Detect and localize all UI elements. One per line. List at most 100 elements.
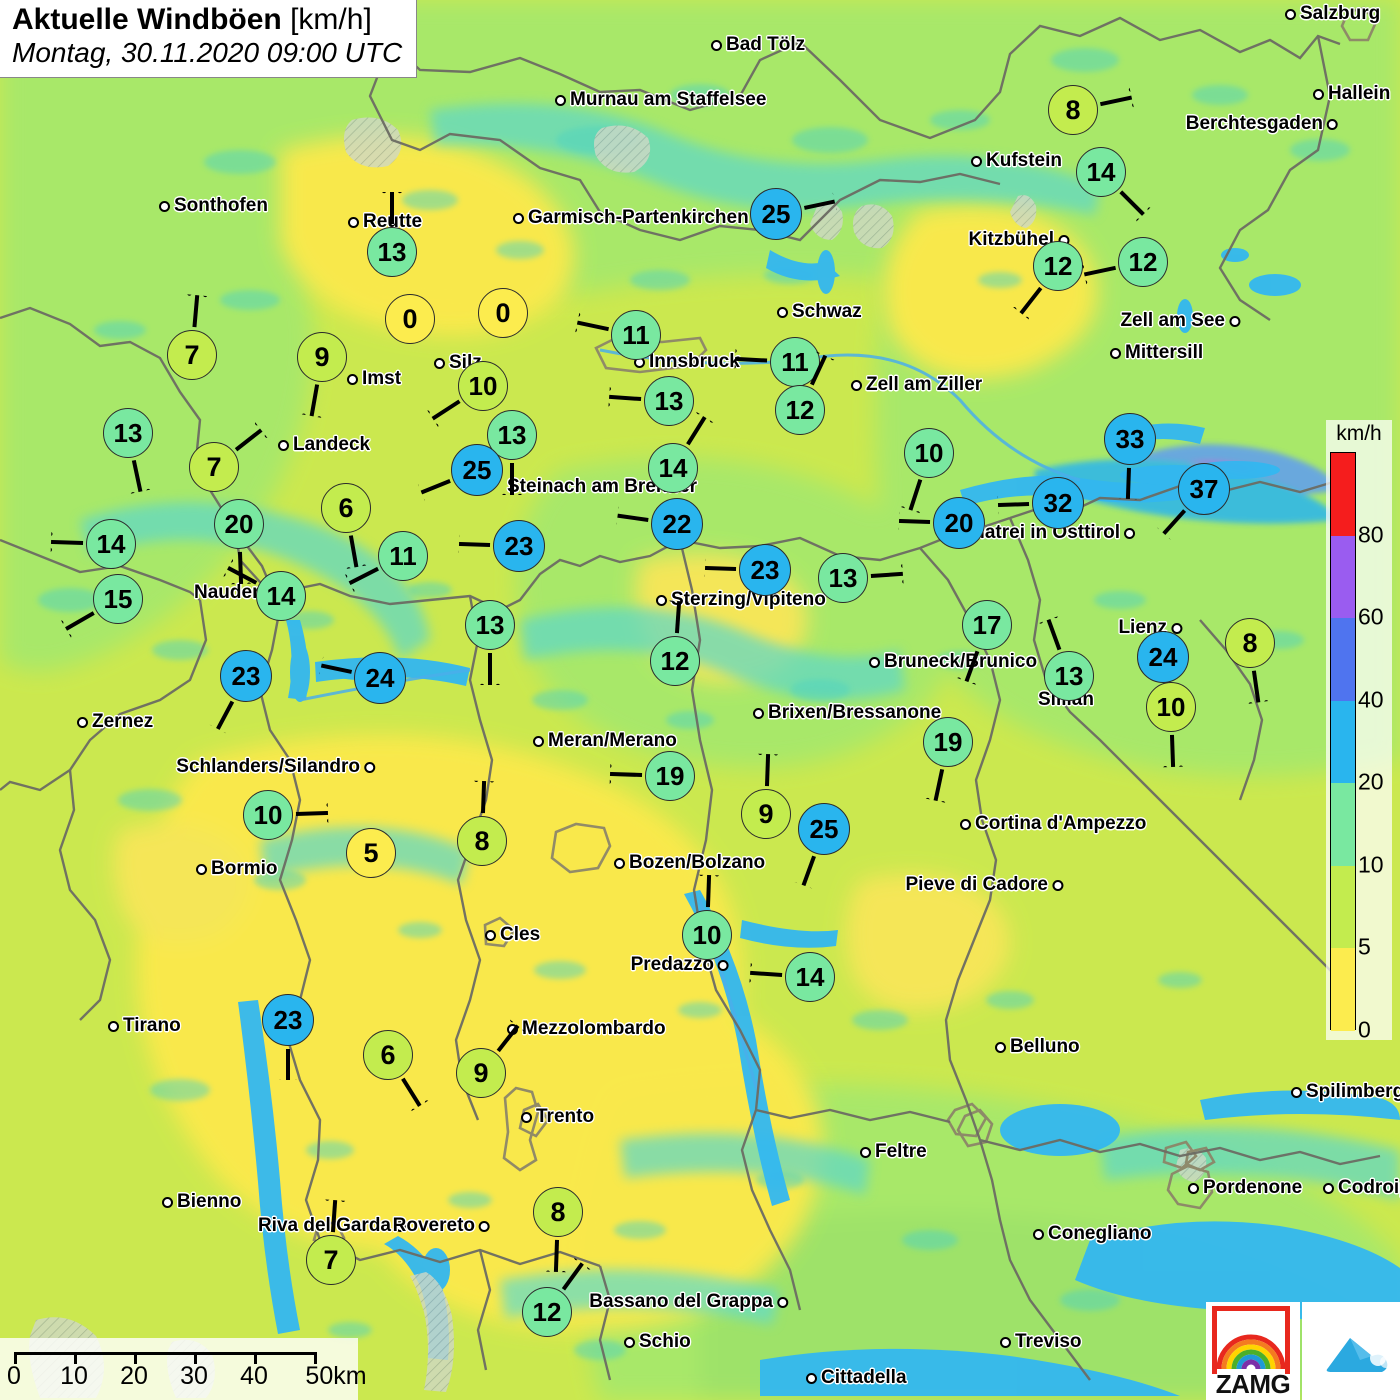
city-marker-dot	[485, 929, 496, 941]
wind-gust-value: 11	[389, 540, 417, 571]
wind-gust-value-bubble[interactable]: 6	[363, 1030, 413, 1080]
scalebar-label: 50km	[305, 1362, 367, 1390]
wind-gust-value-bubble[interactable]: 11	[770, 337, 820, 387]
city-marker-dot	[614, 857, 625, 869]
wind-gust-value-bubble[interactable]: 33	[1104, 413, 1156, 465]
wind-gust-value-bubble[interactable]: 9	[456, 1048, 506, 1098]
city-name: Cittadella	[821, 1367, 907, 1388]
wind-gust-value-bubble[interactable]: 13	[1044, 651, 1094, 701]
wind-gust-value-bubble[interactable]: 22	[651, 498, 703, 550]
city-label: Hallein	[1313, 83, 1390, 105]
city-marker-dot	[1188, 1182, 1199, 1194]
wind-gust-value-bubble[interactable]: 14	[785, 952, 835, 1002]
wind-gust-value-bubble[interactable]: 19	[923, 717, 973, 767]
wind-gust-value-bubble[interactable]: 0	[478, 288, 528, 338]
wind-gust-value-bubble[interactable]: 23	[262, 994, 314, 1046]
wind-gust-value-bubble[interactable]: 37	[1178, 463, 1230, 515]
map-scalebar: 0 10 20 30 40 50km	[0, 1338, 367, 1400]
city-name: Bormio	[211, 858, 278, 879]
city-marker-dot	[806, 1372, 817, 1384]
wind-gust-value-bubble[interactable]: 13	[818, 553, 868, 603]
wind-gust-value-bubble[interactable]: 13	[103, 408, 153, 458]
wind-gust-value-bubble[interactable]: 14	[1076, 147, 1126, 197]
wind-gust-value-bubble[interactable]: 12	[1033, 241, 1083, 291]
wind-gust-value-bubble[interactable]: 32	[1032, 477, 1084, 529]
wind-gust-value-bubble[interactable]: 13	[644, 376, 694, 426]
wind-gust-value-bubble[interactable]: 14	[86, 519, 136, 569]
wind-gust-value-bubble[interactable]: 5	[346, 828, 396, 878]
wind-gust-value-bubble[interactable]: 24	[1137, 631, 1189, 683]
wind-gust-value-bubble[interactable]: 15	[93, 574, 143, 624]
scalebar-label: 10	[60, 1362, 88, 1390]
wind-gust-value-bubble[interactable]: 7	[189, 442, 239, 492]
wind-gust-value-bubble[interactable]: 23	[493, 520, 545, 572]
wind-gust-value-bubble[interactable]: 9	[297, 332, 347, 382]
city-marker-dot	[777, 306, 788, 318]
city-marker-dot	[718, 959, 729, 971]
wind-gust-value-bubble[interactable]: 24	[354, 652, 406, 704]
city-marker-dot	[395, 1220, 406, 1232]
wind-gust-value-bubble[interactable]: 10	[243, 790, 293, 840]
city-label: Cortina d'Ampezzo	[960, 813, 1146, 835]
city-name: Brixen/Bressanone	[768, 702, 942, 723]
scalebar-label: 20	[120, 1362, 148, 1390]
wind-gust-value: 20	[944, 507, 974, 538]
wind-gust-value-bubble[interactable]: 8	[533, 1187, 583, 1237]
wind-gust-value-bubble[interactable]: 17	[962, 600, 1012, 650]
scalebar-label: 40	[240, 1362, 268, 1390]
city-marker-dot	[860, 1146, 871, 1158]
city-marker-dot	[777, 1296, 788, 1308]
wind-gust-value-bubble[interactable]: 23	[220, 650, 272, 702]
wind-gust-value: 10	[692, 919, 722, 950]
city-name: Pieve di Cadore	[905, 874, 1048, 895]
wind-gust-value-bubble[interactable]: 10	[1146, 682, 1196, 732]
wind-gust-value-bubble[interactable]: 13	[465, 600, 515, 650]
wind-gust-value-bubble[interactable]: 12	[522, 1287, 572, 1337]
wind-gust-value-bubble[interactable]: 10	[904, 428, 954, 478]
city-label: Bormio	[196, 858, 278, 880]
wind-gust-value-bubble[interactable]: 20	[214, 499, 264, 549]
wind-gust-value-bubble[interactable]: 10	[458, 361, 508, 411]
city-marker-dot	[1000, 1336, 1011, 1348]
wind-gust-value: 12	[1043, 250, 1073, 281]
city-name: Rovereto	[392, 1215, 475, 1236]
wind-gust-value-bubble[interactable]: 14	[648, 443, 698, 493]
wind-gust-value-bubble[interactable]: 12	[650, 636, 700, 686]
wind-gust-value-bubble[interactable]: 0	[385, 294, 435, 344]
wind-gust-value: 9	[758, 798, 774, 829]
wind-gust-value-bubble[interactable]: 13	[367, 227, 417, 277]
wind-gust-value-bubble[interactable]: 9	[741, 789, 791, 839]
wind-gust-value-bubble[interactable]: 8	[1048, 85, 1098, 135]
city-label: Coneglianо	[1033, 1223, 1151, 1245]
city-marker-dot	[1285, 8, 1296, 20]
wind-gust-value-bubble[interactable]: 7	[306, 1235, 356, 1285]
wind-gust-value-bubble[interactable]: 6	[321, 483, 371, 533]
wind-gust-value-bubble[interactable]: 11	[611, 310, 661, 360]
wind-gust-value: 13	[113, 417, 143, 448]
wind-gust-value-bubble[interactable]: 23	[739, 544, 791, 596]
wind-gust-value-bubble[interactable]: 14	[256, 571, 306, 621]
wind-gust-value-bubble[interactable]: 25	[798, 803, 850, 855]
wind-gust-value-bubble[interactable]: 11	[378, 531, 428, 581]
wind-gust-value-bubble[interactable]: 8	[457, 816, 507, 866]
wind-gust-value-bubble[interactable]: 10	[682, 910, 732, 960]
city-marker-dot	[1171, 622, 1182, 634]
city-label: Pordenone	[1188, 1177, 1302, 1199]
wind-gust-value-bubble[interactable]: 13	[487, 410, 537, 460]
city-label: Trento	[521, 1106, 594, 1128]
wind-gust-value-bubble[interactable]: 25	[750, 188, 802, 240]
wind-gust-value-bubble[interactable]: 8	[1225, 618, 1275, 668]
zamg-logo: ZAMG	[1206, 1302, 1300, 1400]
city-marker-dot	[851, 379, 862, 391]
wind-gust-value-bubble[interactable]: 7	[167, 330, 217, 380]
wind-gust-value-bubble[interactable]: 19	[645, 751, 695, 801]
wind-gust-value-bubble[interactable]: 12	[1118, 237, 1168, 287]
wind-gust-value-bubble[interactable]: 20	[933, 497, 985, 549]
city-marker-dot	[77, 716, 88, 728]
city-name: Sonthofen	[174, 195, 268, 216]
wind-gust-value: 23	[750, 554, 780, 585]
city-name: Pordenone	[1203, 1177, 1303, 1198]
wind-gust-value-bubble[interactable]: 25	[451, 444, 503, 496]
wind-gust-value-bubble[interactable]: 12	[775, 385, 825, 435]
